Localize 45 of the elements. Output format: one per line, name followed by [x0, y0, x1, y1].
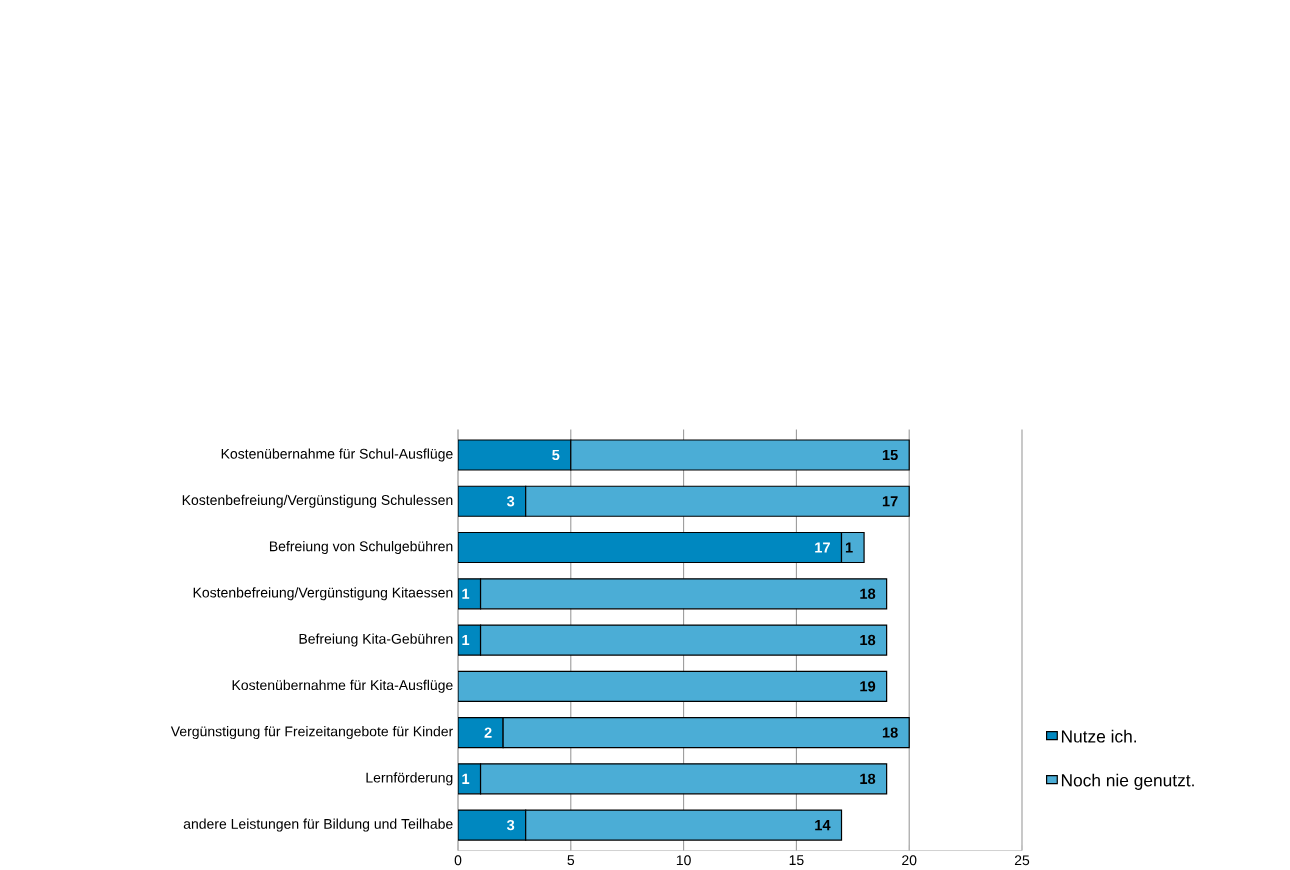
y-tick-label: Kostenbefreiung/Vergünstigung Kitaessen	[193, 587, 453, 601]
data-label: 1	[462, 774, 470, 785]
data-label: 1	[845, 542, 853, 553]
bar	[502, 717, 910, 749]
data-label: 18	[882, 727, 898, 738]
data-label: 18	[860, 588, 876, 600]
bar	[479, 763, 888, 795]
data-label: 2	[484, 727, 492, 738]
data-label: 5	[552, 450, 560, 461]
bar	[458, 485, 527, 518]
bar	[479, 624, 888, 656]
y-tick-label: Lernförderung	[366, 772, 453, 786]
y-tick-label: andere Leistungen für Bildung und Teilhabe	[183, 818, 453, 832]
bar	[525, 485, 910, 518]
data-label: 1	[462, 588, 470, 600]
data-label: 18	[860, 773, 876, 785]
data-label: 17	[815, 542, 830, 553]
y-tick-label: Befreiung von Schulgebühren	[269, 541, 453, 555]
x-tick-label: 25	[1014, 855, 1030, 866]
legend-label: Nutze ich.	[1061, 730, 1137, 743]
x-tick-label: 10	[676, 855, 691, 866]
y-tick-label: Kostenübernahme für Schul-Ausflüge	[221, 448, 453, 462]
data-label: 3	[506, 820, 515, 831]
bar	[570, 439, 910, 471]
data-label: 1	[462, 635, 470, 646]
x-tick-label: 5	[567, 855, 575, 866]
data-label: 18	[860, 635, 876, 646]
data-label: 3	[506, 496, 515, 507]
legend-label: Noch nie genutzt.	[1061, 773, 1194, 791]
bar	[479, 578, 888, 610]
bar	[458, 670, 888, 703]
y-tick-label: Kostenbefreiung/Vergünstigung Schulessen	[182, 494, 453, 508]
bar	[458, 439, 572, 471]
data-label: 19	[860, 681, 876, 692]
y-tick-label: Vergünstigung für Freizeitangebote für Kinder	[170, 726, 454, 740]
data-label: 17	[882, 496, 898, 507]
x-tick-label: 20	[902, 855, 917, 866]
x-tick-label: 0	[454, 855, 462, 866]
y-tick-label: Kostenübernahme für Kita-Ausflüge	[232, 679, 453, 694]
data-label: 14	[815, 820, 831, 831]
bar	[458, 532, 843, 564]
y-tick-label: Befreiung Kita-Gebühren	[299, 633, 453, 647]
bar	[525, 809, 843, 841]
x-tick-label: 15	[789, 855, 804, 866]
data-label: 15	[882, 450, 898, 461]
